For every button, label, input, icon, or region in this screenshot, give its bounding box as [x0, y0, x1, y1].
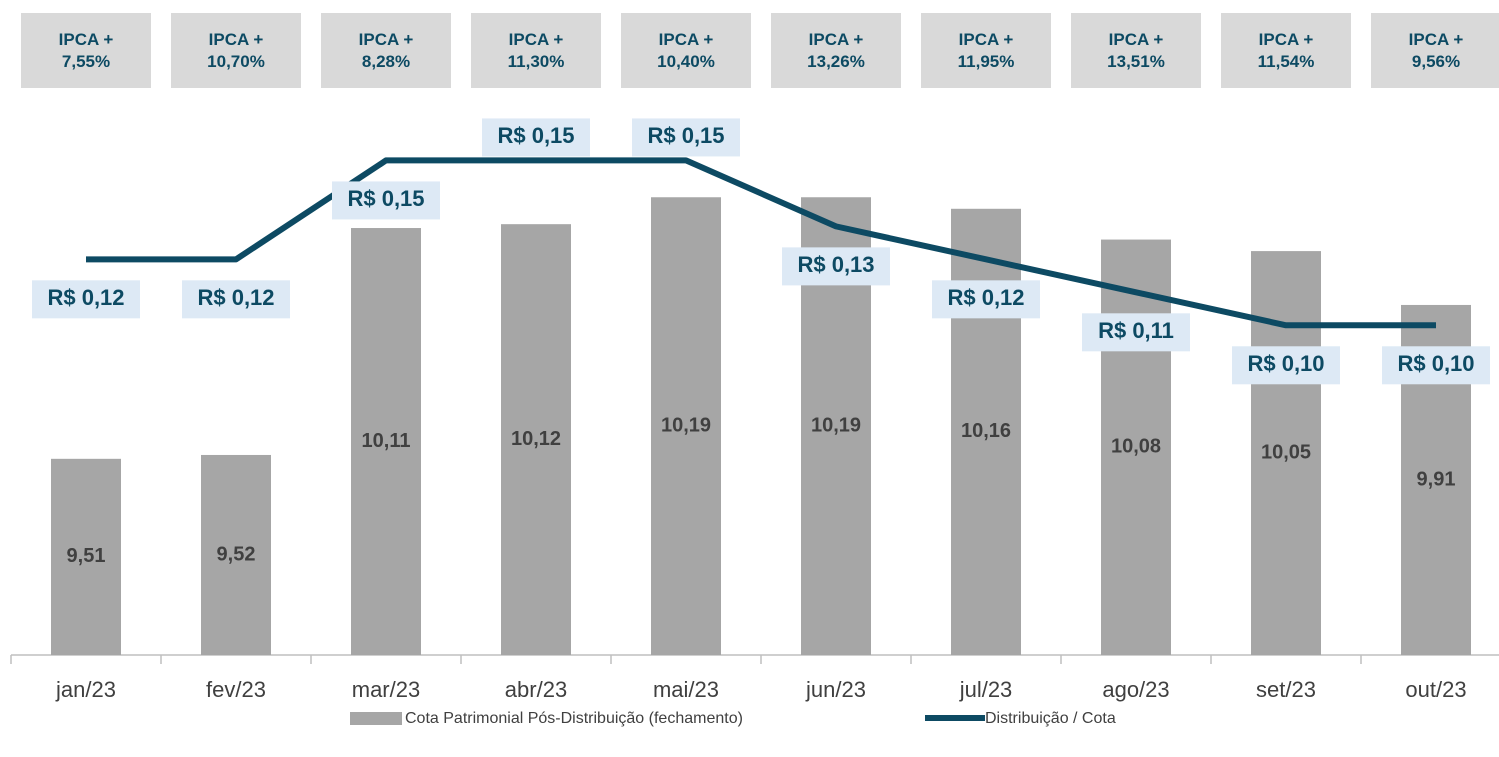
line-label: R$ 0,10 — [1247, 351, 1324, 376]
line-label-box — [1232, 346, 1340, 385]
annotation: IPCA + 13,51% — [1107, 29, 1165, 71]
line-label: R$ 0,13 — [797, 252, 874, 277]
annotation-box: IPCA + 13,26% — [771, 13, 901, 88]
annotation-box: IPCA + 7,55% — [21, 13, 151, 88]
x-tick-label: mai/23 — [653, 677, 719, 702]
line-label-box — [1382, 346, 1490, 385]
bar — [51, 458, 121, 655]
line-label-box — [632, 118, 740, 157]
annotation: IPCA + 8,28% — [358, 29, 414, 71]
bar — [651, 197, 721, 655]
bar-label: 10,11 — [362, 430, 411, 452]
legend-swatch — [350, 712, 402, 725]
x-tick-label: out/23 — [1405, 677, 1466, 702]
annotation: IPCA + 11,30% — [507, 29, 565, 71]
annotation-box: IPCA + 8,28% — [321, 13, 451, 88]
bar — [201, 454, 271, 655]
annotation-box: IPCA + 11,95% — [921, 13, 1051, 88]
line-label: R$ 0,12 — [947, 285, 1024, 310]
x-tick-label: jun/23 — [805, 677, 866, 702]
bar-label: 10,19 — [811, 414, 861, 436]
annotation: IPCA + 7,55% — [58, 29, 114, 71]
x-tick-label: jul/23 — [959, 677, 1013, 702]
x-tick-label: jan/23 — [55, 677, 116, 702]
bar — [351, 228, 421, 655]
bar-label: 10,19 — [661, 414, 711, 436]
x-tick-label: abr/23 — [505, 677, 567, 702]
bar — [501, 224, 571, 655]
line-label-box — [782, 247, 890, 286]
line — [86, 157, 1436, 329]
x-tick-label: mar/23 — [352, 677, 420, 702]
annotation-box: IPCA + 10,40% — [621, 13, 751, 88]
annotation: IPCA + 10,70% — [207, 29, 265, 71]
line-label: R$ 0,15 — [497, 123, 574, 148]
x-tick-label: ago/23 — [1102, 677, 1169, 702]
bar — [1101, 239, 1171, 655]
annotation: IPCA + 11,54% — [1257, 29, 1315, 71]
line-label-box — [1082, 313, 1190, 352]
line-label-box — [32, 280, 140, 319]
line-label: R$ 0,12 — [47, 285, 124, 310]
annotation: IPCA + 9,56% — [1408, 29, 1464, 71]
annotation-box: IPCA + 13,51% — [1071, 13, 1201, 88]
bar-label: 9,91 — [1417, 468, 1456, 490]
legend-label: Distribuição / Cota — [985, 710, 1116, 727]
annotation: IPCA + 10,40% — [657, 29, 715, 71]
bar-label: 10,08 — [1111, 436, 1161, 458]
annotation: IPCA + 11,95% — [957, 29, 1015, 71]
annotation: IPCA + 13,26% — [807, 29, 865, 71]
annotation-box: IPCA + 9,56% — [1371, 13, 1499, 88]
annotation-box: IPCA + 11,30% — [471, 13, 601, 88]
line-label: R$ 0,10 — [1397, 351, 1474, 376]
bar-label: 10,12 — [511, 428, 561, 450]
line-label-box — [482, 118, 590, 157]
line-label: R$ 0,12 — [197, 285, 274, 310]
bar-label: 9,51 — [67, 545, 106, 567]
annotation-box: IPCA + 10,70% — [171, 13, 301, 88]
x-tick-label: fev/23 — [206, 677, 266, 702]
line-label-box — [332, 181, 440, 220]
bar-label: 9,52 — [217, 543, 256, 565]
legend-label: Cota Patrimonial Pós-Distribuição (fecha… — [405, 710, 743, 727]
line-label-box — [932, 280, 1040, 319]
bar-label: 10,05 — [1261, 441, 1311, 463]
line-label: R$ 0,11 — [1098, 318, 1174, 343]
x-tick-label: set/23 — [1256, 677, 1316, 702]
line-label: R$ 0,15 — [347, 186, 424, 211]
annotation-box: IPCA + 11,54% — [1221, 13, 1351, 88]
line-label-box — [182, 280, 290, 319]
bar-label: 10,16 — [961, 420, 1011, 442]
line-label: R$ 0,15 — [647, 123, 724, 148]
